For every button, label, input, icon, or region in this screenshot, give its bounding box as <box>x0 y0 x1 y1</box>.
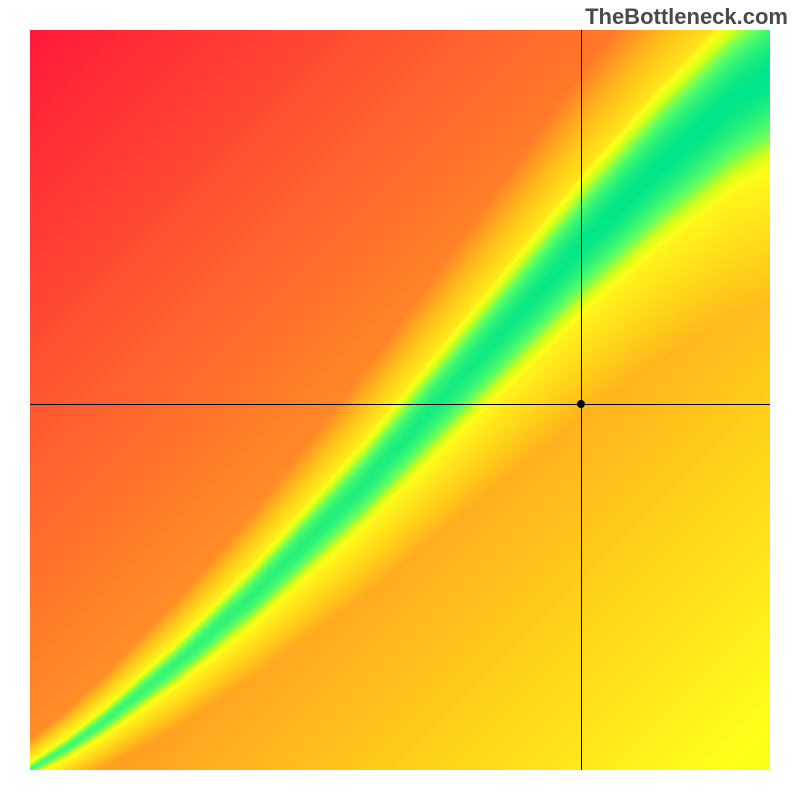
heatmap-canvas <box>30 30 770 770</box>
crosshair-horizontal <box>30 404 770 405</box>
watermark-text: TheBottleneck.com <box>585 4 788 30</box>
chart-container: TheBottleneck.com <box>0 0 800 800</box>
crosshair-dot <box>577 400 585 408</box>
heatmap-chart <box>30 30 770 770</box>
